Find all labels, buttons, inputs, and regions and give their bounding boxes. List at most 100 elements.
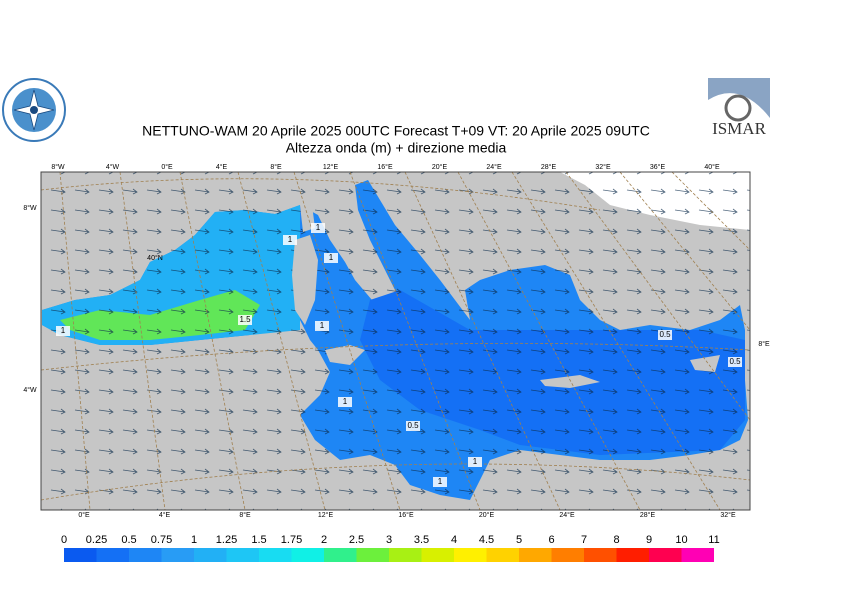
colorbar-label: 9 <box>646 534 652 546</box>
labels: 8°W 4°W 0°E 4°E 8°E 12°E 16°E 20°E 24°E 28°E 32°E 3… <box>23 163 770 519</box>
contour-label: 1 <box>320 321 325 330</box>
colorbar-box <box>226 548 259 562</box>
wave-direction <box>41 172 750 510</box>
lon-label-bottom: 0°E <box>78 511 90 519</box>
subtitle: Altezza onda (m) + direzione media <box>286 140 507 156</box>
contour-label: 1 <box>473 457 478 466</box>
lon-label-top: 4°W <box>106 163 120 171</box>
colorbar-label: 5 <box>516 534 522 546</box>
colorbar-label: 0.5 <box>121 534 136 546</box>
colorbar-box <box>616 548 649 562</box>
lon-label-bottom: 28°E <box>640 511 656 519</box>
contour-label-bg <box>238 315 252 325</box>
colorbar-label: 1 <box>191 534 197 546</box>
lat-label: 40°N <box>147 254 163 262</box>
contour-label-bg <box>433 477 447 487</box>
colorbar-box <box>649 548 682 562</box>
contour-label-bg <box>324 253 338 263</box>
contour-label: 1 <box>288 235 293 244</box>
colorbar-box <box>259 548 292 562</box>
colorbar-box <box>324 548 357 562</box>
colorbar-box <box>681 548 714 562</box>
contour-label-bg <box>311 223 325 233</box>
colorbar-box <box>486 548 519 562</box>
contour-label: 1 <box>438 477 443 486</box>
logo-right: ISMAR <box>708 78 770 140</box>
lon-label-bottom: 20°E <box>479 511 495 519</box>
colorbar-label: 4 <box>451 534 457 546</box>
lon-label-top: 28°E <box>541 163 557 171</box>
contour-label: 0.5 <box>729 357 741 366</box>
lon-label-top: 8°W <box>51 163 65 171</box>
colorbar-label: 8 <box>613 534 619 546</box>
lon-label-top: 32°E <box>595 163 611 171</box>
colorbar-box <box>421 548 454 562</box>
colorbar-box <box>129 548 162 562</box>
colorbar-box <box>161 548 194 562</box>
colorbar-box <box>389 548 422 562</box>
lon-label-top: 12°E <box>323 163 339 171</box>
lon-label-top: 4°E <box>216 163 228 171</box>
contour-label-bg <box>728 357 742 367</box>
map <box>41 172 750 510</box>
lon-label-bottom: 4°E <box>159 511 171 519</box>
contour-label-bg <box>315 321 329 331</box>
title: NETTUNO-WAM 20 Aprile 2025 00UTC Forecas… <box>142 123 650 139</box>
lon-label-bottom: 12°E <box>318 511 334 519</box>
colorbar-label: 4.5 <box>479 534 494 546</box>
contour-label-bg <box>283 235 297 245</box>
contour-label: 1.5 <box>239 315 251 324</box>
colorbar-label: 0 <box>61 534 67 546</box>
lat-label-left: 8°W <box>23 204 37 212</box>
lon-label-top: 20°E <box>432 163 448 171</box>
contour-label-bg <box>56 326 70 336</box>
contour-label: 0.5 <box>659 330 671 339</box>
colorbar-label: 10 <box>675 534 687 546</box>
colorbar-label: 3 <box>386 534 392 546</box>
colorbar-label: 1.25 <box>216 534 237 546</box>
lon-label-bottom: 24°E <box>559 511 575 519</box>
lon-label-top: 8°E <box>270 163 282 171</box>
colorbar-label: 1.5 <box>251 534 266 546</box>
lon-label-top: 16°E <box>377 163 393 171</box>
colorbar-label: 6 <box>548 534 554 546</box>
logo-text: ISMAR <box>712 119 767 138</box>
contour-label-bg <box>406 421 420 431</box>
colorbar-box <box>291 548 324 562</box>
colorbar-box <box>356 548 389 562</box>
colorbar-label: 2 <box>321 534 327 546</box>
lon-label-right: 8°E <box>758 340 770 348</box>
contour-label: 0.5 <box>407 421 419 430</box>
colorbar-box <box>454 548 487 562</box>
colorbar-label: 1.75 <box>281 534 302 546</box>
colorbar: 0 0.25 0.5 0.75 1 1.25 1.5 1.75 2 2.5 3 3.5 4 4.5 5 6 7 8… <box>61 534 720 562</box>
lon-label-top: 24°E <box>486 163 502 171</box>
contour-label: 1 <box>329 253 334 262</box>
colorbar-box <box>519 548 552 562</box>
colorbar-box <box>194 548 227 562</box>
colorbar-label: 2.5 <box>349 534 364 546</box>
lon-label-bottom: 16°E <box>398 511 414 519</box>
lat-label-left: 4°W <box>23 386 37 394</box>
colorbar-label: 7 <box>581 534 587 546</box>
contour-label: 1 <box>61 326 66 335</box>
colorbar-box <box>584 548 617 562</box>
lon-label-top: 0°E <box>161 163 173 171</box>
colorbar-box <box>64 548 97 562</box>
lon-label-bottom: 32°E <box>720 511 736 519</box>
contour-label-bg <box>658 330 672 340</box>
graticule <box>41 172 750 510</box>
logo-left <box>2 78 66 142</box>
contour-label: 1 <box>316 223 321 232</box>
colorbar-label: 0.75 <box>151 534 172 546</box>
colorbar-label: 11 <box>708 534 719 546</box>
colorbar-label: 0.25 <box>86 534 107 546</box>
lon-label-bottom: 8°E <box>239 511 251 519</box>
colorbar-box <box>551 548 584 562</box>
contour-label-bg <box>468 457 482 467</box>
colorbar-box <box>96 548 129 562</box>
map-frame <box>40 171 751 511</box>
contour-label-bg <box>338 397 352 407</box>
lon-label-top: 36°E <box>650 163 666 171</box>
